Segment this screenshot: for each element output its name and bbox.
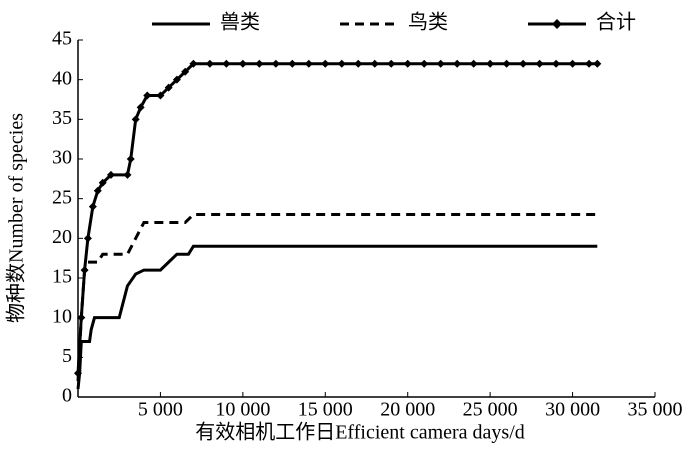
x-tick-label: 10 000 xyxy=(215,399,270,421)
marker xyxy=(370,59,379,68)
marker xyxy=(585,59,594,68)
marker xyxy=(77,313,86,322)
marker xyxy=(131,115,140,124)
marker xyxy=(83,234,92,243)
marker xyxy=(126,155,135,163)
y-tick-label: 35 xyxy=(52,107,72,129)
marker xyxy=(106,170,115,179)
marker xyxy=(403,59,412,68)
x-axis-label: 有效相机工作日Efficient camera days/d xyxy=(195,421,525,444)
marker xyxy=(502,59,511,68)
y-tick-label: 20 xyxy=(52,226,72,248)
marker xyxy=(93,186,102,195)
x-tick-label: 15 000 xyxy=(298,399,353,421)
series-line xyxy=(76,62,598,374)
x-tick-label: 35 000 xyxy=(628,399,683,421)
y-tick-label: 5 xyxy=(62,345,72,367)
marker xyxy=(535,59,544,68)
y-tick-label: 40 xyxy=(52,67,72,89)
marker xyxy=(74,369,82,378)
marker xyxy=(304,59,313,68)
legend-marker xyxy=(552,19,562,29)
marker xyxy=(552,59,561,68)
marker xyxy=(568,59,577,68)
marker xyxy=(255,59,264,68)
y-tick-label: 30 xyxy=(52,147,72,169)
legend-label: 鸟类 xyxy=(408,11,448,34)
marker xyxy=(156,91,165,100)
y-tick-label: 25 xyxy=(52,186,72,208)
marker xyxy=(321,59,330,68)
marker xyxy=(354,59,363,68)
x-tick-label: 25 000 xyxy=(463,399,518,421)
marker xyxy=(453,59,462,68)
marker xyxy=(519,59,528,68)
x-tick-label: 30 000 xyxy=(545,399,600,421)
marker xyxy=(271,59,280,68)
marker xyxy=(387,59,396,68)
marker xyxy=(288,59,297,68)
marker xyxy=(98,178,107,187)
legend-label: 合计 xyxy=(596,11,636,34)
x-tick-label: 5 000 xyxy=(138,399,183,421)
y-tick-label: 0 xyxy=(62,385,72,407)
series-line xyxy=(76,213,598,382)
marker xyxy=(420,59,429,68)
series-line xyxy=(76,244,598,390)
marker xyxy=(238,59,247,68)
marker xyxy=(337,59,346,68)
marker xyxy=(189,59,198,68)
marker xyxy=(172,75,181,84)
x-tick-label: 20 000 xyxy=(380,399,435,421)
marker xyxy=(88,202,97,211)
marker xyxy=(436,59,445,68)
marker xyxy=(469,59,478,68)
marker xyxy=(593,59,602,68)
marker xyxy=(222,59,231,68)
marker xyxy=(486,59,495,68)
marker xyxy=(136,103,145,112)
marker xyxy=(123,170,132,179)
y-tick-label: 15 xyxy=(52,266,72,288)
marker xyxy=(80,266,89,275)
marker xyxy=(205,59,214,68)
y-tick-label: 45 xyxy=(52,28,72,50)
marker xyxy=(143,91,152,100)
marker xyxy=(181,67,190,76)
legend-label: 兽类 xyxy=(220,11,260,34)
y-axis-label: 物种数Number of species xyxy=(5,113,28,323)
marker xyxy=(164,83,173,92)
y-tick-label: 10 xyxy=(52,305,72,327)
